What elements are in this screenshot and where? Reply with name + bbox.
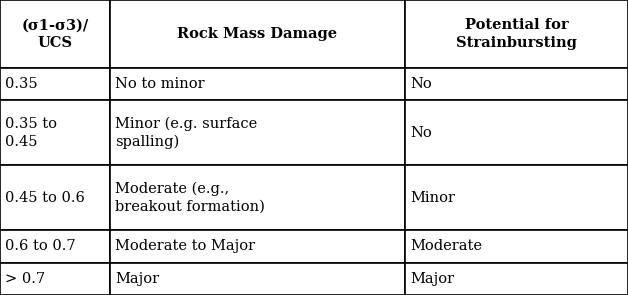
- Bar: [0, 263, 110, 295]
- Bar: [110, 0, 405, 68]
- Bar: [0, 101, 110, 165]
- Text: No: No: [410, 77, 432, 91]
- Bar: [405, 101, 628, 165]
- Bar: [405, 165, 628, 230]
- Text: Potential for
Strainbursting: Potential for Strainbursting: [456, 18, 577, 50]
- Text: 0.45 to 0.6: 0.45 to 0.6: [5, 191, 85, 205]
- Bar: [110, 230, 405, 263]
- Bar: [110, 263, 405, 295]
- Bar: [110, 165, 405, 230]
- Text: Minor (e.g. surface
spalling): Minor (e.g. surface spalling): [115, 117, 257, 149]
- Text: 0.6 to 0.7: 0.6 to 0.7: [5, 239, 75, 253]
- Bar: [0, 0, 110, 68]
- Text: (σ1-σ3)/
UCS: (σ1-σ3)/ UCS: [21, 18, 89, 50]
- Bar: [405, 230, 628, 263]
- Text: > 0.7: > 0.7: [5, 272, 45, 286]
- Bar: [110, 101, 405, 165]
- Text: Major: Major: [410, 272, 454, 286]
- Text: Minor: Minor: [410, 191, 455, 205]
- Text: No to minor: No to minor: [115, 77, 205, 91]
- Bar: [405, 263, 628, 295]
- Bar: [405, 68, 628, 101]
- Text: Moderate: Moderate: [410, 239, 482, 253]
- Text: Major: Major: [115, 272, 159, 286]
- Bar: [0, 230, 110, 263]
- Bar: [0, 68, 110, 101]
- Bar: [405, 0, 628, 68]
- Bar: [0, 165, 110, 230]
- Text: Rock Mass Damage: Rock Mass Damage: [178, 27, 337, 41]
- Text: 0.35: 0.35: [5, 77, 38, 91]
- Text: No: No: [410, 126, 432, 140]
- Text: Moderate to Major: Moderate to Major: [115, 239, 255, 253]
- Text: 0.35 to
0.45: 0.35 to 0.45: [5, 117, 57, 149]
- Text: Moderate (e.g.,
breakout formation): Moderate (e.g., breakout formation): [115, 182, 265, 214]
- Bar: [110, 68, 405, 101]
